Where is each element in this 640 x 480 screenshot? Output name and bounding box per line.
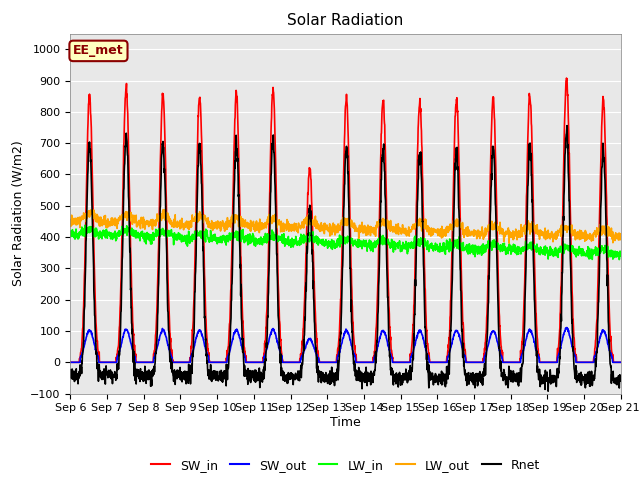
Rnet xyxy=(374,333,381,339)
Line: SW_in: SW_in xyxy=(70,78,621,362)
LW_out xyxy=(569,233,577,239)
Rnet xyxy=(362,373,369,379)
Rnet xyxy=(67,374,74,380)
LW_out xyxy=(161,207,168,213)
LW_in xyxy=(568,247,576,253)
SW_out xyxy=(584,360,591,365)
SW_out xyxy=(617,360,625,365)
LW_out xyxy=(374,220,381,226)
Line: SW_out: SW_out xyxy=(70,327,621,362)
LW_in xyxy=(362,243,369,249)
LW_in xyxy=(220,233,228,239)
LW_out xyxy=(506,231,514,237)
Line: Rnet: Rnet xyxy=(70,126,621,391)
LW_out xyxy=(220,225,228,230)
SW_out xyxy=(506,360,513,365)
SW_out xyxy=(563,324,571,330)
Rnet xyxy=(220,370,228,375)
Title: Solar Radiation: Solar Radiation xyxy=(287,13,404,28)
LW_in xyxy=(506,248,513,253)
LW_out xyxy=(362,224,369,229)
LW_in xyxy=(81,222,89,228)
LW_out xyxy=(67,217,74,223)
Rnet xyxy=(544,388,552,394)
SW_in xyxy=(568,294,576,300)
LW_out xyxy=(584,234,592,240)
SW_out xyxy=(67,360,74,365)
SW_out xyxy=(220,360,228,365)
LW_in xyxy=(617,250,625,256)
Line: LW_in: LW_in xyxy=(70,225,621,260)
SW_in xyxy=(563,75,570,81)
SW_in xyxy=(506,360,513,365)
SW_in xyxy=(220,360,228,365)
Line: LW_out: LW_out xyxy=(70,210,621,243)
LW_out xyxy=(617,235,625,241)
Rnet xyxy=(569,332,577,337)
SW_in xyxy=(584,360,591,365)
Rnet xyxy=(584,370,592,375)
LW_in xyxy=(584,252,591,258)
SW_out xyxy=(374,346,381,351)
SW_in xyxy=(374,298,381,303)
Legend: SW_in, SW_out, LW_in, LW_out, Rnet: SW_in, SW_out, LW_in, LW_out, Rnet xyxy=(146,454,545,477)
LW_out xyxy=(505,240,513,246)
X-axis label: Time: Time xyxy=(330,416,361,429)
LW_in xyxy=(67,231,74,237)
SW_out xyxy=(568,343,576,349)
Rnet xyxy=(506,369,513,374)
SW_in xyxy=(617,360,625,365)
Rnet xyxy=(563,123,571,129)
LW_in xyxy=(616,257,623,263)
SW_in xyxy=(362,360,369,365)
SW_out xyxy=(362,360,369,365)
Text: EE_met: EE_met xyxy=(73,44,124,58)
LW_in xyxy=(374,241,381,247)
Y-axis label: Solar Radiation (W/m2): Solar Radiation (W/m2) xyxy=(12,141,25,287)
Rnet xyxy=(617,374,625,380)
SW_in xyxy=(67,360,74,365)
